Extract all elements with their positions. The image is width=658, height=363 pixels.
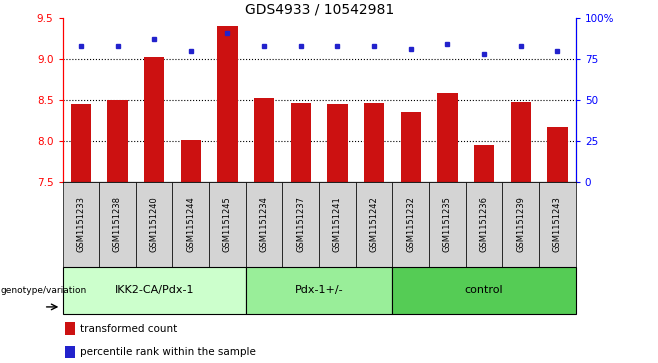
Bar (217, 26, 238, 182)
Text: GSM1151236: GSM1151236 (480, 196, 489, 252)
Bar (474, 145, 494, 182)
Bar (466, 182, 503, 267)
Bar (246, 182, 282, 267)
Bar (429, 182, 466, 267)
Bar (209, 182, 246, 267)
Bar (65, 322, 76, 335)
Text: GSM1151245: GSM1151245 (223, 196, 232, 252)
Text: IKK2-CA/Pdx-1: IKK2-CA/Pdx-1 (114, 285, 194, 295)
Text: GSM1151234: GSM1151234 (260, 196, 268, 252)
Bar (503, 182, 539, 267)
Bar (71, 104, 91, 182)
Text: GSM1151244: GSM1151244 (186, 196, 195, 252)
Text: GSM1151243: GSM1151243 (553, 196, 562, 252)
Bar (181, 140, 201, 182)
Bar (282, 182, 319, 267)
Text: GSM1151237: GSM1151237 (296, 196, 305, 252)
Bar (539, 182, 576, 267)
Text: GSM1151235: GSM1151235 (443, 196, 452, 252)
Text: Pdx-1+/-: Pdx-1+/- (295, 285, 343, 295)
Bar (63, 267, 246, 314)
Bar (319, 182, 356, 267)
Text: GSM1151239: GSM1151239 (517, 196, 525, 252)
Bar (392, 267, 576, 314)
Bar (392, 182, 429, 267)
Bar (356, 182, 392, 267)
Text: GSM1151242: GSM1151242 (370, 196, 378, 252)
Bar (144, 57, 164, 182)
Text: transformed count: transformed count (80, 324, 178, 334)
Bar (65, 346, 76, 358)
Text: GSM1151241: GSM1151241 (333, 196, 342, 252)
Bar (99, 182, 136, 267)
Text: genotype/variation: genotype/variation (1, 286, 87, 295)
Text: percentile rank within the sample: percentile rank within the sample (80, 347, 257, 357)
Bar (107, 100, 128, 182)
Text: GSM1151232: GSM1151232 (406, 196, 415, 252)
Bar (172, 182, 209, 267)
Bar (246, 267, 392, 314)
Title: GDS4933 / 10542981: GDS4933 / 10542981 (245, 3, 393, 17)
Bar (291, 103, 311, 182)
Bar (328, 104, 347, 182)
Text: GSM1151240: GSM1151240 (149, 196, 159, 252)
Bar (136, 182, 172, 267)
Text: GSM1151233: GSM1151233 (76, 196, 86, 252)
Bar (438, 93, 457, 182)
Bar (254, 98, 274, 182)
Bar (511, 102, 531, 182)
Bar (401, 112, 421, 182)
Bar (547, 127, 567, 182)
Text: GSM1151238: GSM1151238 (113, 196, 122, 252)
Bar (364, 103, 384, 182)
Bar (63, 182, 99, 267)
Text: control: control (465, 285, 503, 295)
